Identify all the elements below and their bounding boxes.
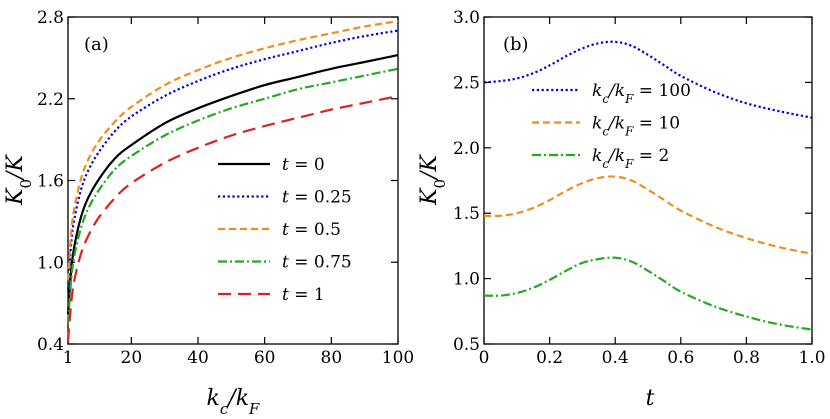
legend-label: kc/kF = 2 <box>592 146 669 171</box>
panel-b-xlabel: t <box>646 386 655 411</box>
panel-a-label: (a) <box>84 34 109 55</box>
panel-b-ylabel: K0/K <box>417 154 449 206</box>
panel-a-ytick-label: 2.2 <box>37 90 64 110</box>
panel-a-xtick-label: 20 <box>121 348 143 368</box>
panel-a-xtick-label: 40 <box>187 348 209 368</box>
panel-b-frame <box>483 16 813 345</box>
panel-b-ytick-label: 2.0 <box>453 139 480 159</box>
panel-b-xtick-label: 0 <box>479 348 490 368</box>
legend-label: t = 1 <box>282 285 325 305</box>
panel-b-ytick-label: 0.5 <box>453 335 480 355</box>
panel-b-ytick-label: 1.0 <box>453 270 480 290</box>
legend-label: t = 0.25 <box>282 188 352 208</box>
panel-b-series <box>483 40 813 331</box>
panel-a-ytick-label: 2.8 <box>37 8 64 28</box>
panel-a-legend: t = 0 t = 0.25 t = 0.5 t = 0.75 t = 1 <box>218 155 352 305</box>
panel-b-series-line <box>483 40 813 119</box>
panel-a-xtick-label: 60 <box>254 348 276 368</box>
panel-a-ytick-label: 1.0 <box>37 253 64 273</box>
panel-a-ytick-label: 0.4 <box>37 335 64 355</box>
panel-a-ytick-label: 1.6 <box>37 172 64 192</box>
panel-a-xtick-label: 1 <box>63 348 74 368</box>
panel-b-xtick-label: 1.0 <box>798 348 825 368</box>
panel-b: 0 0.2 0.4 0.6 0.8 1.0 0.5 1.0 1.5 2.0 2.5 3.0 (b) k… <box>417 8 826 411</box>
panel-a-series-line <box>66 54 399 315</box>
panel-b-series-line <box>483 256 813 331</box>
panel-b-label: (b) <box>503 34 529 55</box>
panel-b-legend: kc/kF = 100 kc/kF = 10 kc/kF = 2 <box>532 81 691 171</box>
panel-a-series-line <box>66 67 399 324</box>
panel-b-ytick-label: 3.0 <box>453 8 480 28</box>
panel-a-ylabel: K0/K <box>3 154 35 206</box>
legend-label: kc/kF = 10 <box>592 114 680 139</box>
panel-a-xtick-label: 80 <box>321 348 343 368</box>
legend-label: t = 0.75 <box>282 253 352 273</box>
panel-b-ytick-label: 2.5 <box>453 73 480 93</box>
panel-a-xlabel: kc/kF <box>207 386 261 418</box>
panel-b-xtick-label: 0.8 <box>733 348 760 368</box>
panel-a-xtick-label: 100 <box>382 348 414 368</box>
panel-a-series <box>66 20 399 342</box>
panel-a-series-line <box>66 29 399 290</box>
panel-a-series-line <box>66 94 399 342</box>
panel-b-series-line <box>483 175 813 255</box>
legend-label: t = 0 <box>282 155 325 175</box>
legend-label: kc/kF = 100 <box>592 81 691 106</box>
panel-a-ticks: 1 20 40 60 80 100 0.4 1.0 1.6 2.2 2.8 <box>37 8 414 368</box>
panel-a-series-line <box>66 20 399 281</box>
panel-b-xtick-label: 0.2 <box>536 348 563 368</box>
panel-b-xtick-label: 0.6 <box>667 348 694 368</box>
panel-b-xtick-label: 0.4 <box>602 348 629 368</box>
panel-b-ytick-label: 1.5 <box>453 204 480 224</box>
legend-label: t = 0.5 <box>282 220 341 240</box>
panel-b-ticks: 0 0.2 0.4 0.6 0.8 1.0 0.5 1.0 1.5 2.0 2.5 3.0 <box>453 8 826 368</box>
